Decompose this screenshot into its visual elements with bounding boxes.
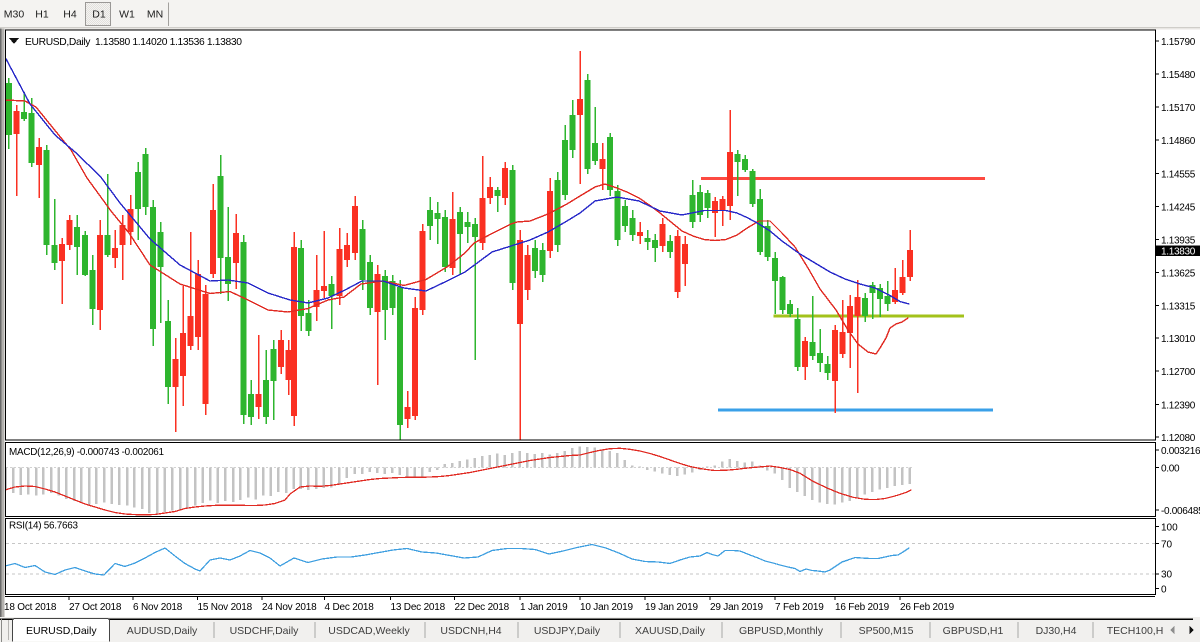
svg-text:0: 0 [1161, 584, 1167, 595]
svg-text:W1: W1 [119, 9, 135, 21]
svg-text:10 Jan 2019: 10 Jan 2019 [580, 602, 633, 613]
svg-text:DJ30,H4: DJ30,H4 [1036, 625, 1077, 637]
svg-text:MN: MN [147, 9, 163, 21]
svg-text:AUDUSD,Daily: AUDUSD,Daily [127, 625, 198, 637]
svg-text:USDJPY,Daily: USDJPY,Daily [534, 625, 601, 637]
svg-text:XAUUSD,Daily: XAUUSD,Daily [635, 625, 706, 637]
svg-text:4 Dec 2018: 4 Dec 2018 [325, 602, 375, 613]
svg-text:1 Jan 2019: 1 Jan 2019 [520, 602, 568, 613]
svg-text:30: 30 [1161, 570, 1173, 581]
svg-text:22 Dec 2018: 22 Dec 2018 [455, 602, 510, 613]
svg-text:H1: H1 [35, 9, 49, 21]
svg-text:GBPUSD,H1: GBPUSD,H1 [943, 625, 1004, 637]
svg-text:15 Nov 2018: 15 Nov 2018 [198, 602, 253, 613]
svg-text:0.003216: 0.003216 [1161, 446, 1200, 457]
svg-text:D1: D1 [92, 9, 106, 21]
svg-text:1.15170: 1.15170 [1161, 103, 1196, 114]
svg-text:16 Feb 2019: 16 Feb 2019 [835, 602, 890, 613]
svg-text:26 Feb 2019: 26 Feb 2019 [900, 602, 955, 613]
svg-text:USDCAD,Weekly: USDCAD,Weekly [328, 625, 410, 637]
svg-text:1.13830: 1.13830 [1161, 246, 1196, 257]
svg-text:1.13315: 1.13315 [1161, 301, 1196, 312]
svg-text:1.14245: 1.14245 [1161, 202, 1196, 213]
svg-text:1.14555: 1.14555 [1161, 169, 1196, 180]
svg-text:1.15790: 1.15790 [1161, 37, 1196, 48]
svg-text:M30: M30 [4, 9, 25, 21]
svg-text:18 Oct 2018: 18 Oct 2018 [4, 602, 57, 613]
svg-text:13 Dec 2018: 13 Dec 2018 [391, 602, 446, 613]
svg-text:6 Nov 2018: 6 Nov 2018 [133, 602, 183, 613]
svg-text:1.13935: 1.13935 [1161, 235, 1196, 246]
svg-text:1.12390: 1.12390 [1161, 400, 1196, 411]
svg-text:100: 100 [1161, 522, 1178, 533]
svg-text:GBPUSD,Monthly: GBPUSD,Monthly [739, 625, 824, 637]
svg-text:1.15480: 1.15480 [1161, 70, 1196, 81]
svg-text:1.14860: 1.14860 [1161, 136, 1196, 147]
svg-text:1.13625: 1.13625 [1161, 268, 1196, 279]
svg-text:0.00: 0.00 [1161, 464, 1180, 475]
svg-text:SP500,M15: SP500,M15 [859, 625, 914, 637]
svg-text:-0.006485: -0.006485 [1161, 506, 1200, 517]
svg-text:EURUSD,Daily: EURUSD,Daily [26, 625, 97, 637]
svg-text:19 Jan 2019: 19 Jan 2019 [645, 602, 698, 613]
svg-text:1.12700: 1.12700 [1161, 367, 1196, 378]
svg-text:70: 70 [1161, 539, 1173, 550]
svg-text:29 Jan 2019: 29 Jan 2019 [710, 602, 763, 613]
svg-text:MACD(12,26,9) -0.000743 -0.002: MACD(12,26,9) -0.000743 -0.002061 [9, 447, 165, 458]
svg-text:USDCNH,H4: USDCNH,H4 [440, 625, 501, 637]
svg-text:EURUSD,Daily 1.13580 1.14020: EURUSD,Daily 1.13580 1.14020 1.13536 1.1… [25, 37, 242, 48]
svg-text:1.13010: 1.13010 [1161, 334, 1196, 345]
svg-text:7 Feb 2019: 7 Feb 2019 [775, 602, 824, 613]
svg-text:USDCHF,Daily: USDCHF,Daily [230, 625, 300, 637]
svg-text:RSI(14) 56.7663: RSI(14) 56.7663 [9, 521, 78, 532]
svg-text:27 Oct 2018: 27 Oct 2018 [69, 602, 122, 613]
svg-text:1.12080: 1.12080 [1161, 433, 1196, 444]
svg-text:24 Nov 2018: 24 Nov 2018 [262, 602, 317, 613]
svg-text:TECH100,H: TECH100,H [1107, 625, 1164, 637]
svg-text:H4: H4 [63, 9, 77, 21]
